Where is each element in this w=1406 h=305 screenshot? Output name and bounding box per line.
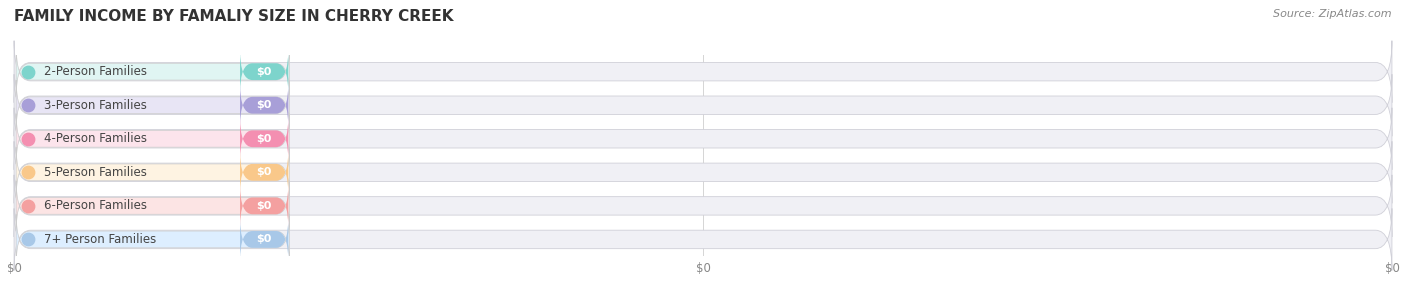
FancyBboxPatch shape [240, 150, 288, 194]
Point [17, 69, 39, 74]
FancyBboxPatch shape [14, 74, 1392, 136]
Point [17, 103, 39, 108]
Text: 3-Person Families: 3-Person Families [45, 99, 148, 112]
Text: Source: ZipAtlas.com: Source: ZipAtlas.com [1274, 9, 1392, 19]
FancyBboxPatch shape [14, 41, 1392, 103]
Text: $0: $0 [256, 235, 271, 244]
FancyBboxPatch shape [15, 214, 290, 264]
Text: $0: $0 [256, 100, 271, 110]
FancyBboxPatch shape [15, 114, 290, 164]
Point [17, 136, 39, 141]
Point [17, 170, 39, 175]
FancyBboxPatch shape [240, 117, 288, 160]
FancyBboxPatch shape [15, 181, 290, 231]
Text: $0: $0 [256, 167, 271, 177]
Text: $0: $0 [256, 67, 271, 77]
FancyBboxPatch shape [14, 141, 1392, 203]
FancyBboxPatch shape [14, 108, 1392, 170]
Point [17, 203, 39, 208]
Text: 2-Person Families: 2-Person Families [45, 65, 148, 78]
FancyBboxPatch shape [240, 184, 288, 228]
Text: FAMILY INCOME BY FAMALIY SIZE IN CHERRY CREEK: FAMILY INCOME BY FAMALIY SIZE IN CHERRY … [14, 9, 454, 24]
FancyBboxPatch shape [15, 147, 290, 198]
Text: $0: $0 [256, 134, 271, 144]
FancyBboxPatch shape [240, 50, 288, 94]
Point [17, 237, 39, 242]
FancyBboxPatch shape [240, 83, 288, 127]
FancyBboxPatch shape [15, 46, 290, 97]
FancyBboxPatch shape [14, 175, 1392, 237]
Text: $0: $0 [256, 201, 271, 211]
Text: 5-Person Families: 5-Person Families [45, 166, 148, 179]
FancyBboxPatch shape [240, 217, 288, 261]
Text: 7+ Person Families: 7+ Person Families [45, 233, 156, 246]
Text: 4-Person Families: 4-Person Families [45, 132, 148, 145]
FancyBboxPatch shape [14, 208, 1392, 271]
FancyBboxPatch shape [15, 80, 290, 131]
Text: 6-Person Families: 6-Person Families [45, 199, 148, 212]
